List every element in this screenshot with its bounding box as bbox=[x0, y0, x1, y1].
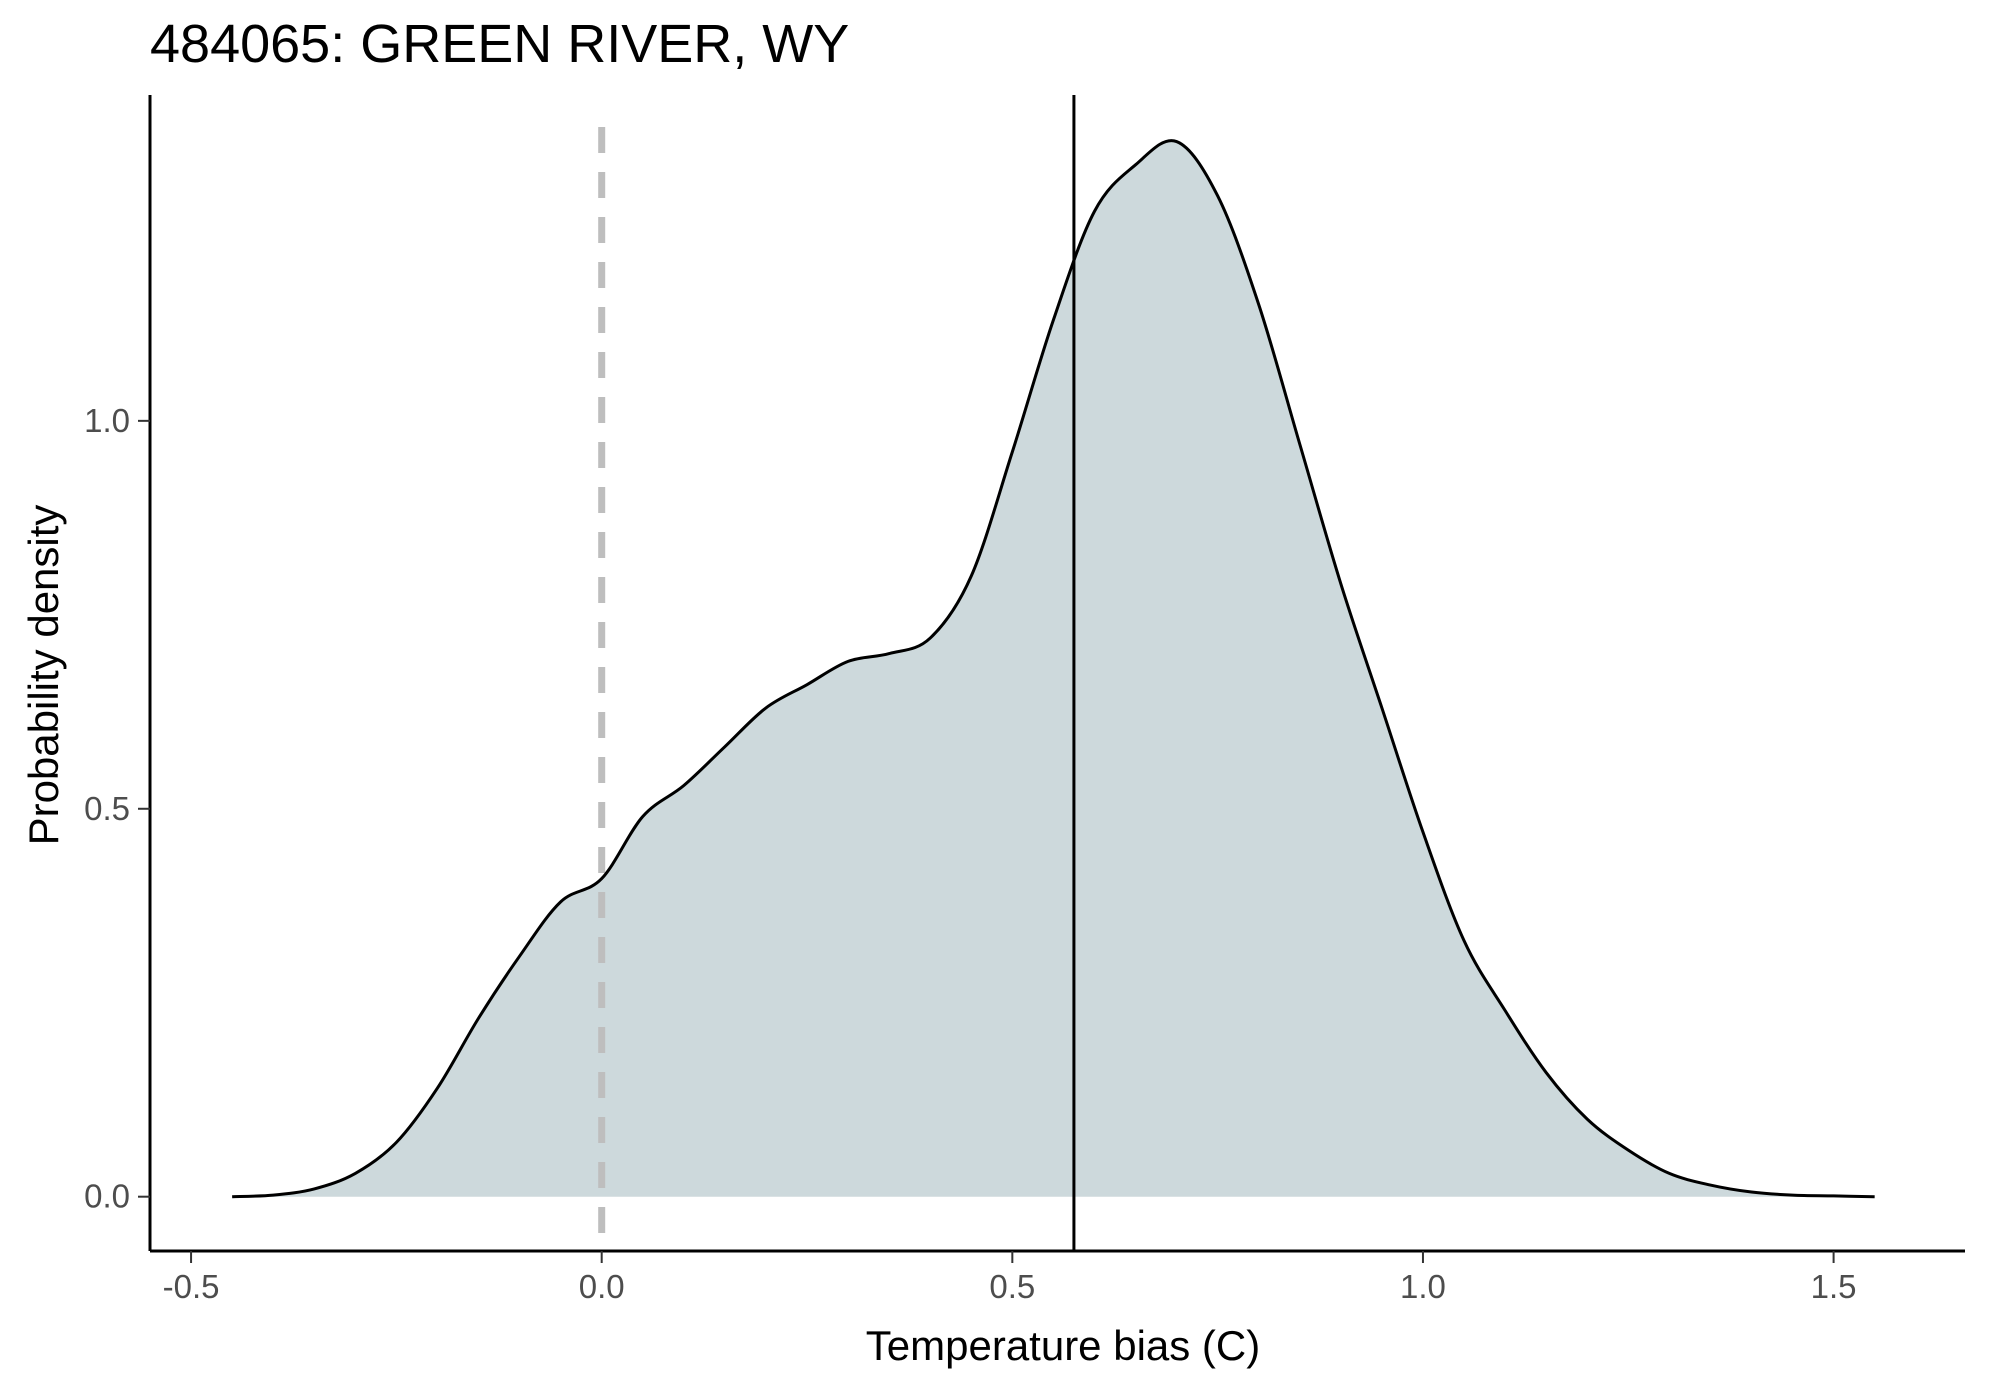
y-axis-ticks: 0.0 0.5 1.0 bbox=[84, 402, 150, 1215]
plot-area bbox=[232, 95, 1875, 1251]
x-axis-ticks: -0.5 0.0 0.5 1.0 1.5 bbox=[163, 1251, 1857, 1305]
x-tick-label: 0.0 bbox=[579, 1268, 625, 1305]
x-tick-label: -0.5 bbox=[163, 1268, 220, 1305]
y-axis-label: Probability density bbox=[20, 505, 67, 846]
density-curve-line bbox=[232, 139, 1875, 1199]
y-tick-label: 1.0 bbox=[84, 402, 130, 439]
x-tick-label: 1.0 bbox=[1400, 1268, 1446, 1305]
x-axis-label: Temperature bias (C) bbox=[866, 1322, 1260, 1369]
y-tick-label: 0.5 bbox=[84, 790, 130, 827]
density-fill-area bbox=[232, 140, 1875, 1197]
y-tick-label: 0.0 bbox=[84, 1178, 130, 1215]
chart-title: 484065: GREEN RIVER, WY bbox=[150, 14, 849, 74]
x-tick-label: 1.5 bbox=[1811, 1268, 1857, 1305]
x-tick-label: 0.5 bbox=[989, 1268, 1035, 1305]
